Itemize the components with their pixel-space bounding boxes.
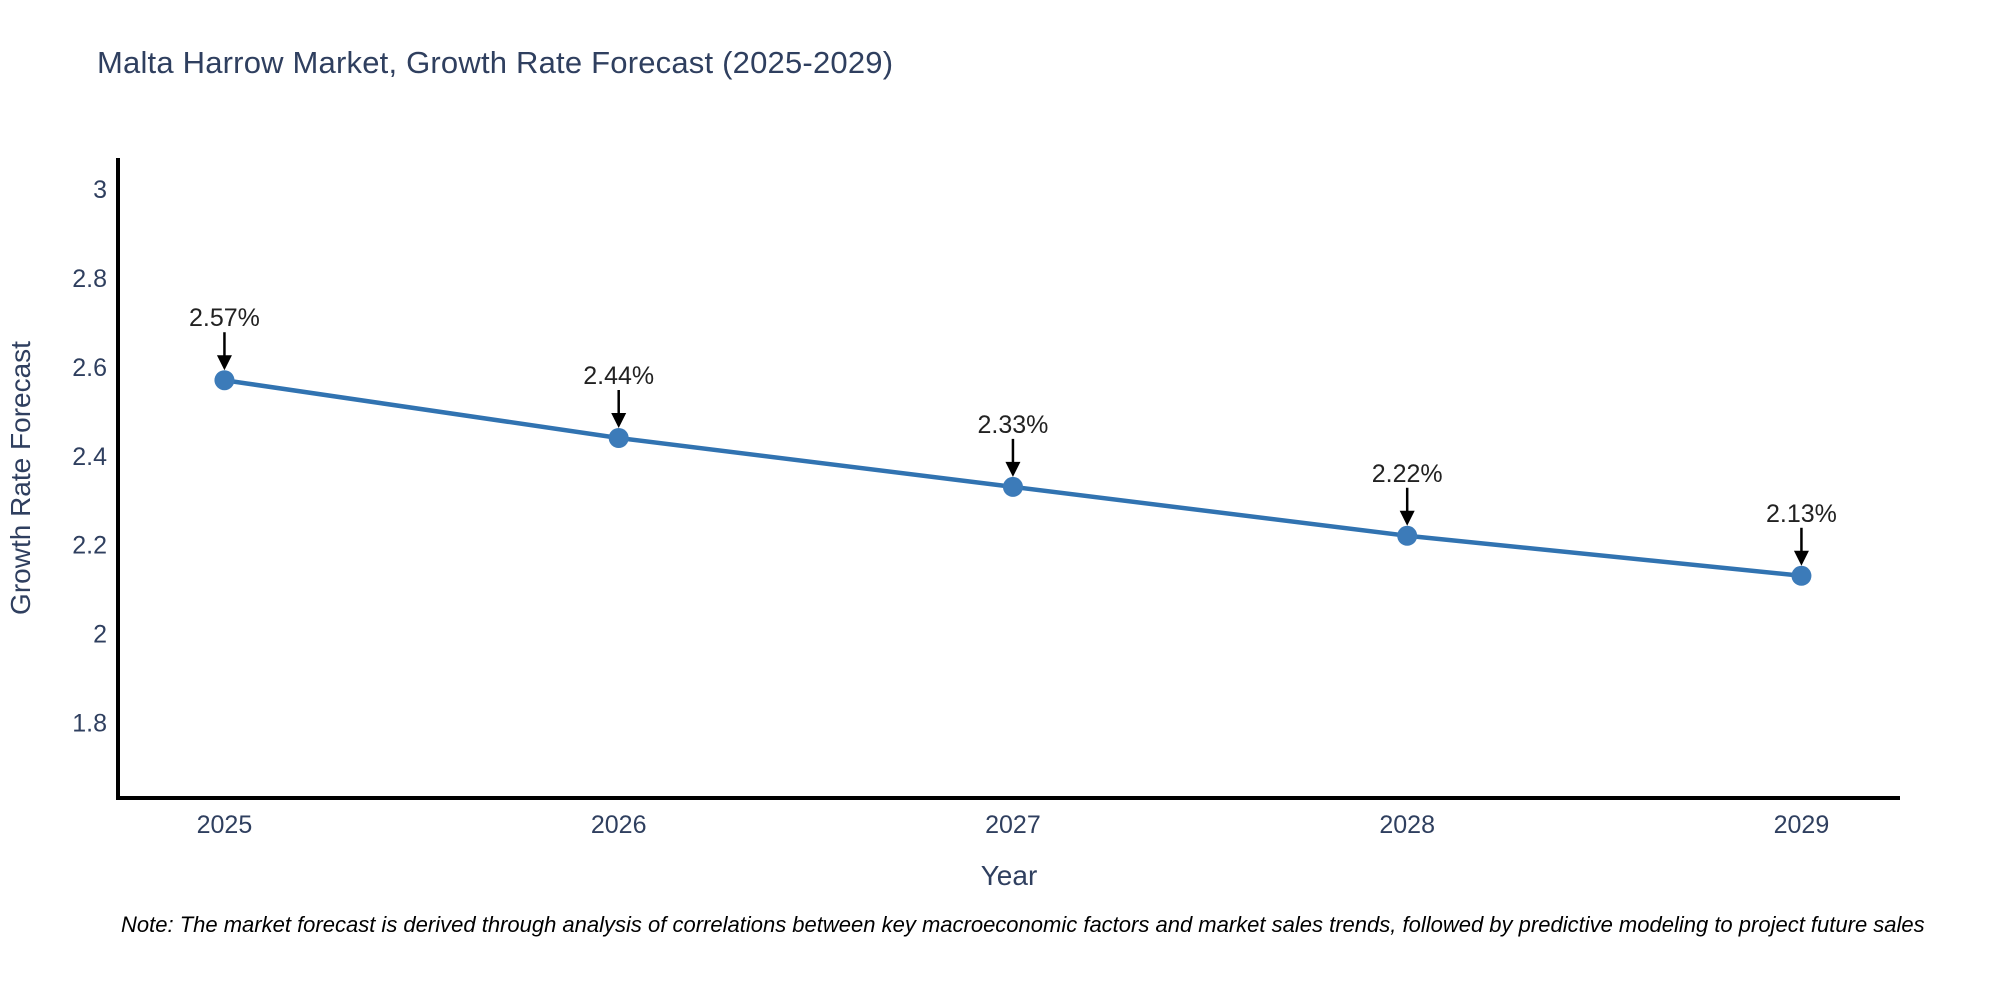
y-tick-label: 2	[93, 621, 107, 649]
y-tick-label: 2.8	[72, 265, 107, 293]
data-point-2027	[1002, 476, 1023, 497]
annotation-arrowhead	[1793, 550, 1809, 566]
x-tick-label: 2028	[1379, 811, 1435, 839]
data-point-2029	[1791, 565, 1812, 586]
y-tick-label: 2.6	[72, 354, 107, 382]
y-tick-label: 1.8	[72, 709, 107, 737]
annotation-arrowhead	[216, 355, 232, 371]
annotation-arrowhead	[1399, 510, 1415, 526]
data-label-2027: 2.33%	[977, 411, 1048, 439]
data-label-2025: 2.57%	[189, 304, 260, 332]
y-axis-title: Growth Rate Forecast	[5, 341, 36, 615]
x-tick-label: 2027	[985, 811, 1041, 839]
data-point-2028	[1397, 525, 1418, 546]
footnote: Note: The market forecast is derived thr…	[121, 912, 1925, 937]
annotation-arrowhead	[611, 413, 627, 428]
x-tick-label: 2025	[197, 811, 253, 839]
y-tick-label: 2.2	[72, 532, 107, 560]
chart-title: Malta Harrow Market, Growth Rate Forecas…	[97, 45, 894, 80]
data-point-2026	[608, 428, 629, 448]
y-tick-label: 3	[93, 176, 107, 204]
x-tick-label: 2026	[591, 811, 647, 839]
x-tick-label: 2029	[1774, 811, 1830, 839]
x-axis-title: Year	[981, 860, 1038, 891]
data-label-2028: 2.22%	[1372, 460, 1443, 488]
data-label-2029: 2.13%	[1766, 500, 1837, 528]
annotation-arrowhead	[1005, 461, 1021, 477]
y-tick-label: 2.4	[72, 443, 107, 471]
data-point-2025	[214, 370, 235, 391]
data-label-2026: 2.44%	[583, 362, 654, 390]
